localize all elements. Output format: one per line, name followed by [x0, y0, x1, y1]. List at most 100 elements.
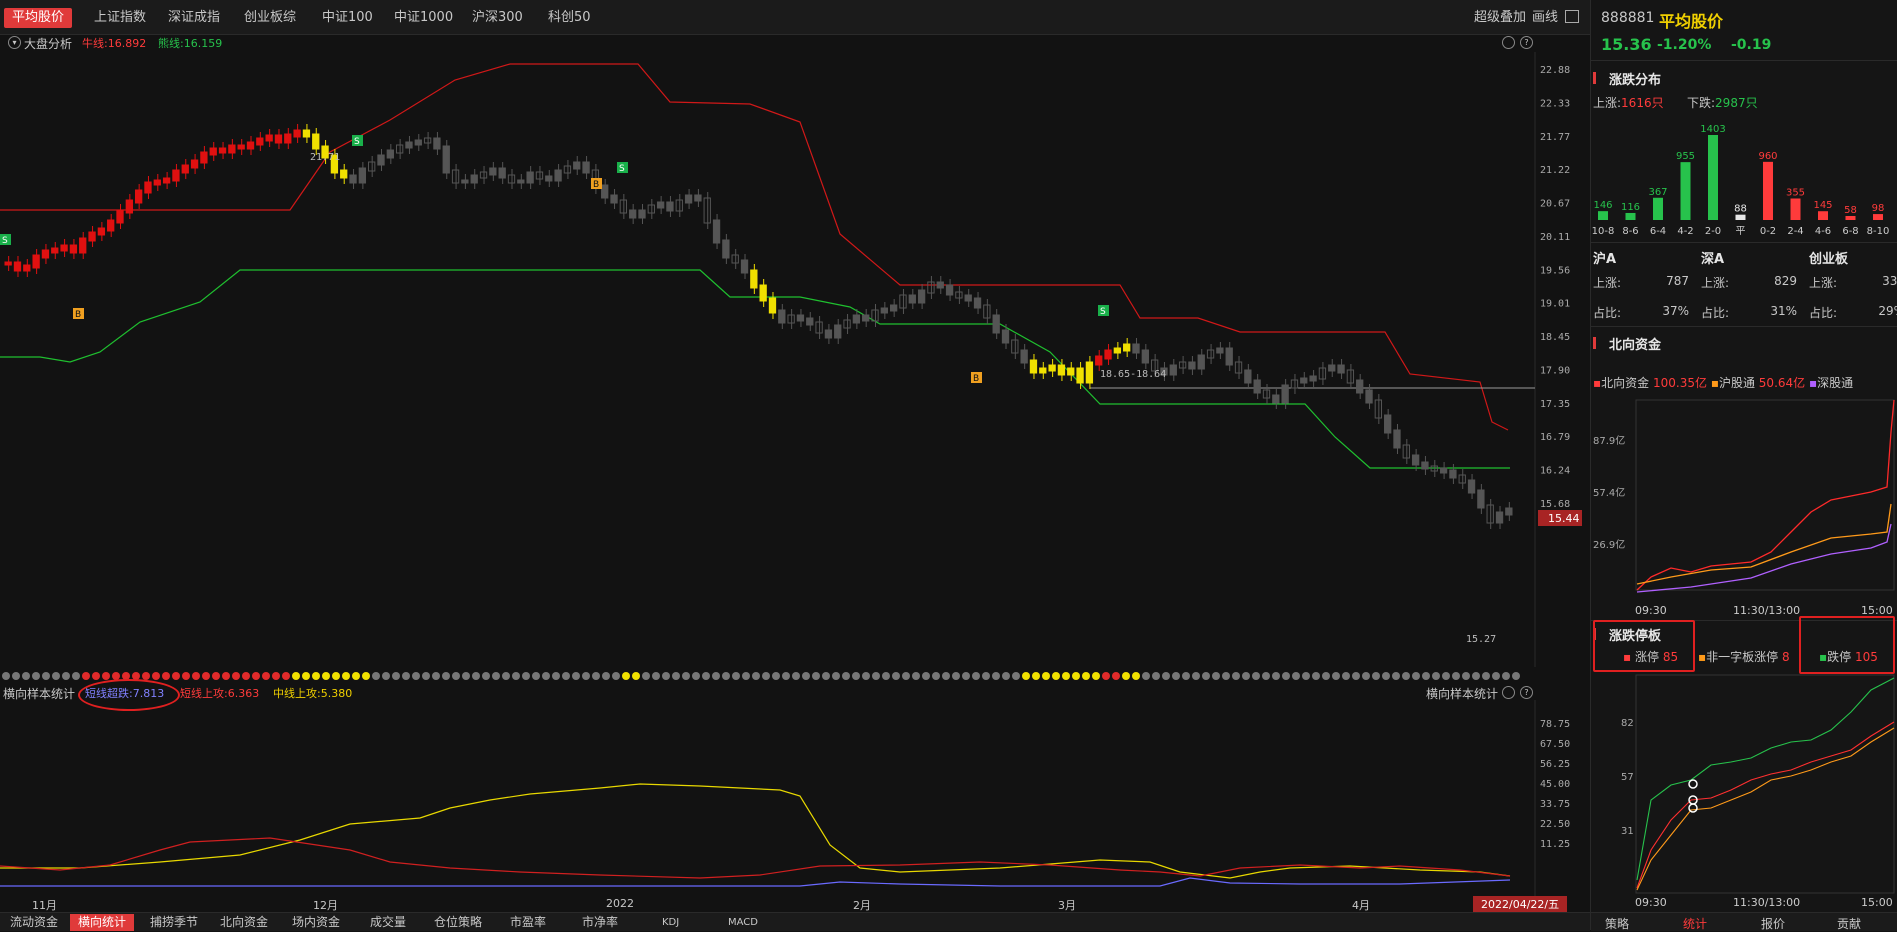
signal-dot — [692, 672, 700, 680]
settings-icon[interactable] — [1502, 686, 1515, 699]
candle-body — [1346, 369, 1355, 384]
north-tick: 26.9亿 — [1593, 538, 1625, 551]
tab-fishing-season[interactable]: 捕捞季节 — [150, 915, 199, 929]
tab-position-strategy[interactable]: 仓位策略 — [434, 915, 483, 929]
distribution-bar-chart: 146 10-8 116 8-6 367 6-4 955 4-2 1403 2-0 88 平 960 0-… — [1592, 124, 1890, 237]
current-price-tag — [1538, 510, 1582, 526]
signal-dot — [332, 672, 340, 680]
candle-body — [759, 284, 767, 302]
tab-northbound[interactable]: 北向资金 — [220, 915, 269, 929]
tab-kdj[interactable]: KDJ — [662, 917, 680, 928]
tab-pb[interactable]: 市净率 — [582, 915, 619, 929]
candle-body — [13, 261, 22, 272]
signal-dot — [552, 672, 560, 680]
candle-body — [1411, 454, 1420, 466]
svg-text:B: B — [593, 180, 599, 190]
candle-body — [750, 269, 758, 289]
tab-volume[interactable]: 成交量 — [370, 915, 407, 929]
tab-onfloor-funds[interactable]: 场内资金 — [292, 915, 341, 929]
signal-dot — [1022, 672, 1030, 680]
distribution-title: 涨跌分布 — [1609, 73, 1662, 88]
signal-dot — [62, 672, 70, 680]
sample-stats-chart[interactable]: 78.75 67.50 56.25 45.00 33.75 22.50 11.25 — [0, 700, 1590, 896]
northbound-chart: 87.9亿 57.4亿 26.9亿 09:30 11:30/13:00 15:00 — [1593, 399, 1895, 617]
distribution-bar — [1845, 216, 1856, 220]
signal-dot — [582, 672, 590, 680]
tab-star50[interactable]: 科创50 — [548, 10, 591, 25]
signal-dot — [1232, 672, 1240, 680]
niu-line-label: 牛线:16.892 — [82, 37, 147, 50]
tab-quotes[interactable]: 报价 — [1761, 917, 1786, 931]
time-tick: 09:30 — [1635, 896, 1667, 909]
candle-body — [1430, 465, 1438, 472]
signal-dot — [842, 672, 850, 680]
tab-hs300[interactable]: 沪深300 — [472, 10, 523, 25]
candle-body — [955, 291, 963, 299]
signal-dot — [652, 672, 660, 680]
tab-horizontal-stats[interactable]: 横向统计 — [70, 914, 135, 931]
collapse-icon[interactable]: ▾ — [8, 36, 21, 49]
svg-text:B: B — [973, 374, 979, 384]
tab-macd[interactable]: MACD — [728, 917, 758, 928]
candlestick-chart[interactable]: 22.88 22.33 21.77 21.22 20.67 20.11 19.56 19.01… — [0, 52, 1590, 667]
svg-text:S: S — [354, 137, 360, 147]
price-tick: 22.33 — [1540, 98, 1570, 109]
tab-average-price[interactable]: 平均股价 — [4, 8, 73, 28]
time-tick: 15:00 — [1861, 896, 1893, 909]
help-icon[interactable]: ? — [1520, 36, 1533, 49]
candle-body — [1318, 367, 1327, 380]
tab-strategy[interactable]: 策略 — [1605, 917, 1630, 931]
candle-body — [470, 174, 478, 184]
signal-dot — [12, 672, 20, 680]
layout-icon[interactable] — [1565, 10, 1579, 23]
sell-marker-icon: S — [617, 162, 628, 174]
settings-icon[interactable] — [1502, 36, 1515, 49]
marker-icon — [1688, 779, 1698, 789]
up-count: 上涨:1616只 — [1593, 96, 1664, 110]
signal-dot — [1312, 672, 1320, 680]
mid-attack-label: 中线上攻:5.380 — [273, 687, 353, 700]
tab-statistics[interactable]: 统计 — [1683, 917, 1708, 931]
stats-tick: 67.50 — [1540, 739, 1570, 750]
northbound-legend: ▪北向资金 100.35亿 ▪沪股通 50.64亿 ▪深股通 — [1593, 376, 1854, 390]
tab-liquidity[interactable]: 流动资金 — [10, 915, 59, 929]
distribution-bar — [1790, 198, 1801, 220]
stats-tick: 56.25 — [1540, 759, 1570, 770]
signal-dot — [1132, 672, 1140, 680]
tab-chinext[interactable]: 创业板综 — [244, 10, 297, 25]
buy-marker-icon: B — [971, 372, 982, 384]
candle-body — [423, 137, 432, 144]
signal-dot — [352, 672, 360, 680]
signal-dot — [1102, 672, 1110, 680]
candle-body — [1356, 379, 1364, 394]
signal-dot — [612, 672, 620, 680]
price-tick: 17.90 — [1540, 365, 1570, 376]
signal-dot — [2, 672, 10, 680]
tab-csi1000[interactable]: 中证1000 — [394, 10, 454, 25]
signal-dot — [1062, 672, 1070, 680]
range-annotation: 18.65-18.64 — [1100, 369, 1166, 380]
distribution-value: 1403 — [1700, 124, 1725, 135]
tab-pe[interactable]: 市盈率 — [510, 915, 547, 929]
signal-dot — [862, 672, 870, 680]
distribution-label: 平 — [1736, 226, 1746, 237]
price-tick: 20.67 — [1540, 199, 1570, 210]
help-icon[interactable]: ? — [1520, 686, 1533, 699]
tab-shanghai-index[interactable]: 上证指数 — [94, 10, 147, 25]
tab-contribution[interactable]: 贡献 — [1837, 917, 1862, 931]
candle-body — [200, 151, 208, 164]
signal-dot — [852, 672, 860, 680]
super-overlay-button[interactable]: 超级叠加 — [1474, 10, 1527, 25]
quote-name: 平均股价 — [1659, 12, 1724, 31]
tab-csi100[interactable]: 中证100 — [322, 10, 373, 25]
candle-body — [787, 314, 795, 324]
market-ratio: 占比: 31% — [1701, 304, 1797, 320]
signal-dot — [192, 672, 200, 680]
right-tab-bar: 策略 统计 报价 贡献 — [1591, 912, 1897, 931]
draw-line-button[interactable]: 画线 — [1532, 10, 1559, 25]
signal-dot — [1012, 672, 1020, 680]
signal-dot — [432, 672, 440, 680]
signal-dot — [302, 672, 310, 680]
candle-body — [1467, 479, 1476, 494]
tab-shenzhen-index[interactable]: 深证成指 — [168, 10, 221, 25]
